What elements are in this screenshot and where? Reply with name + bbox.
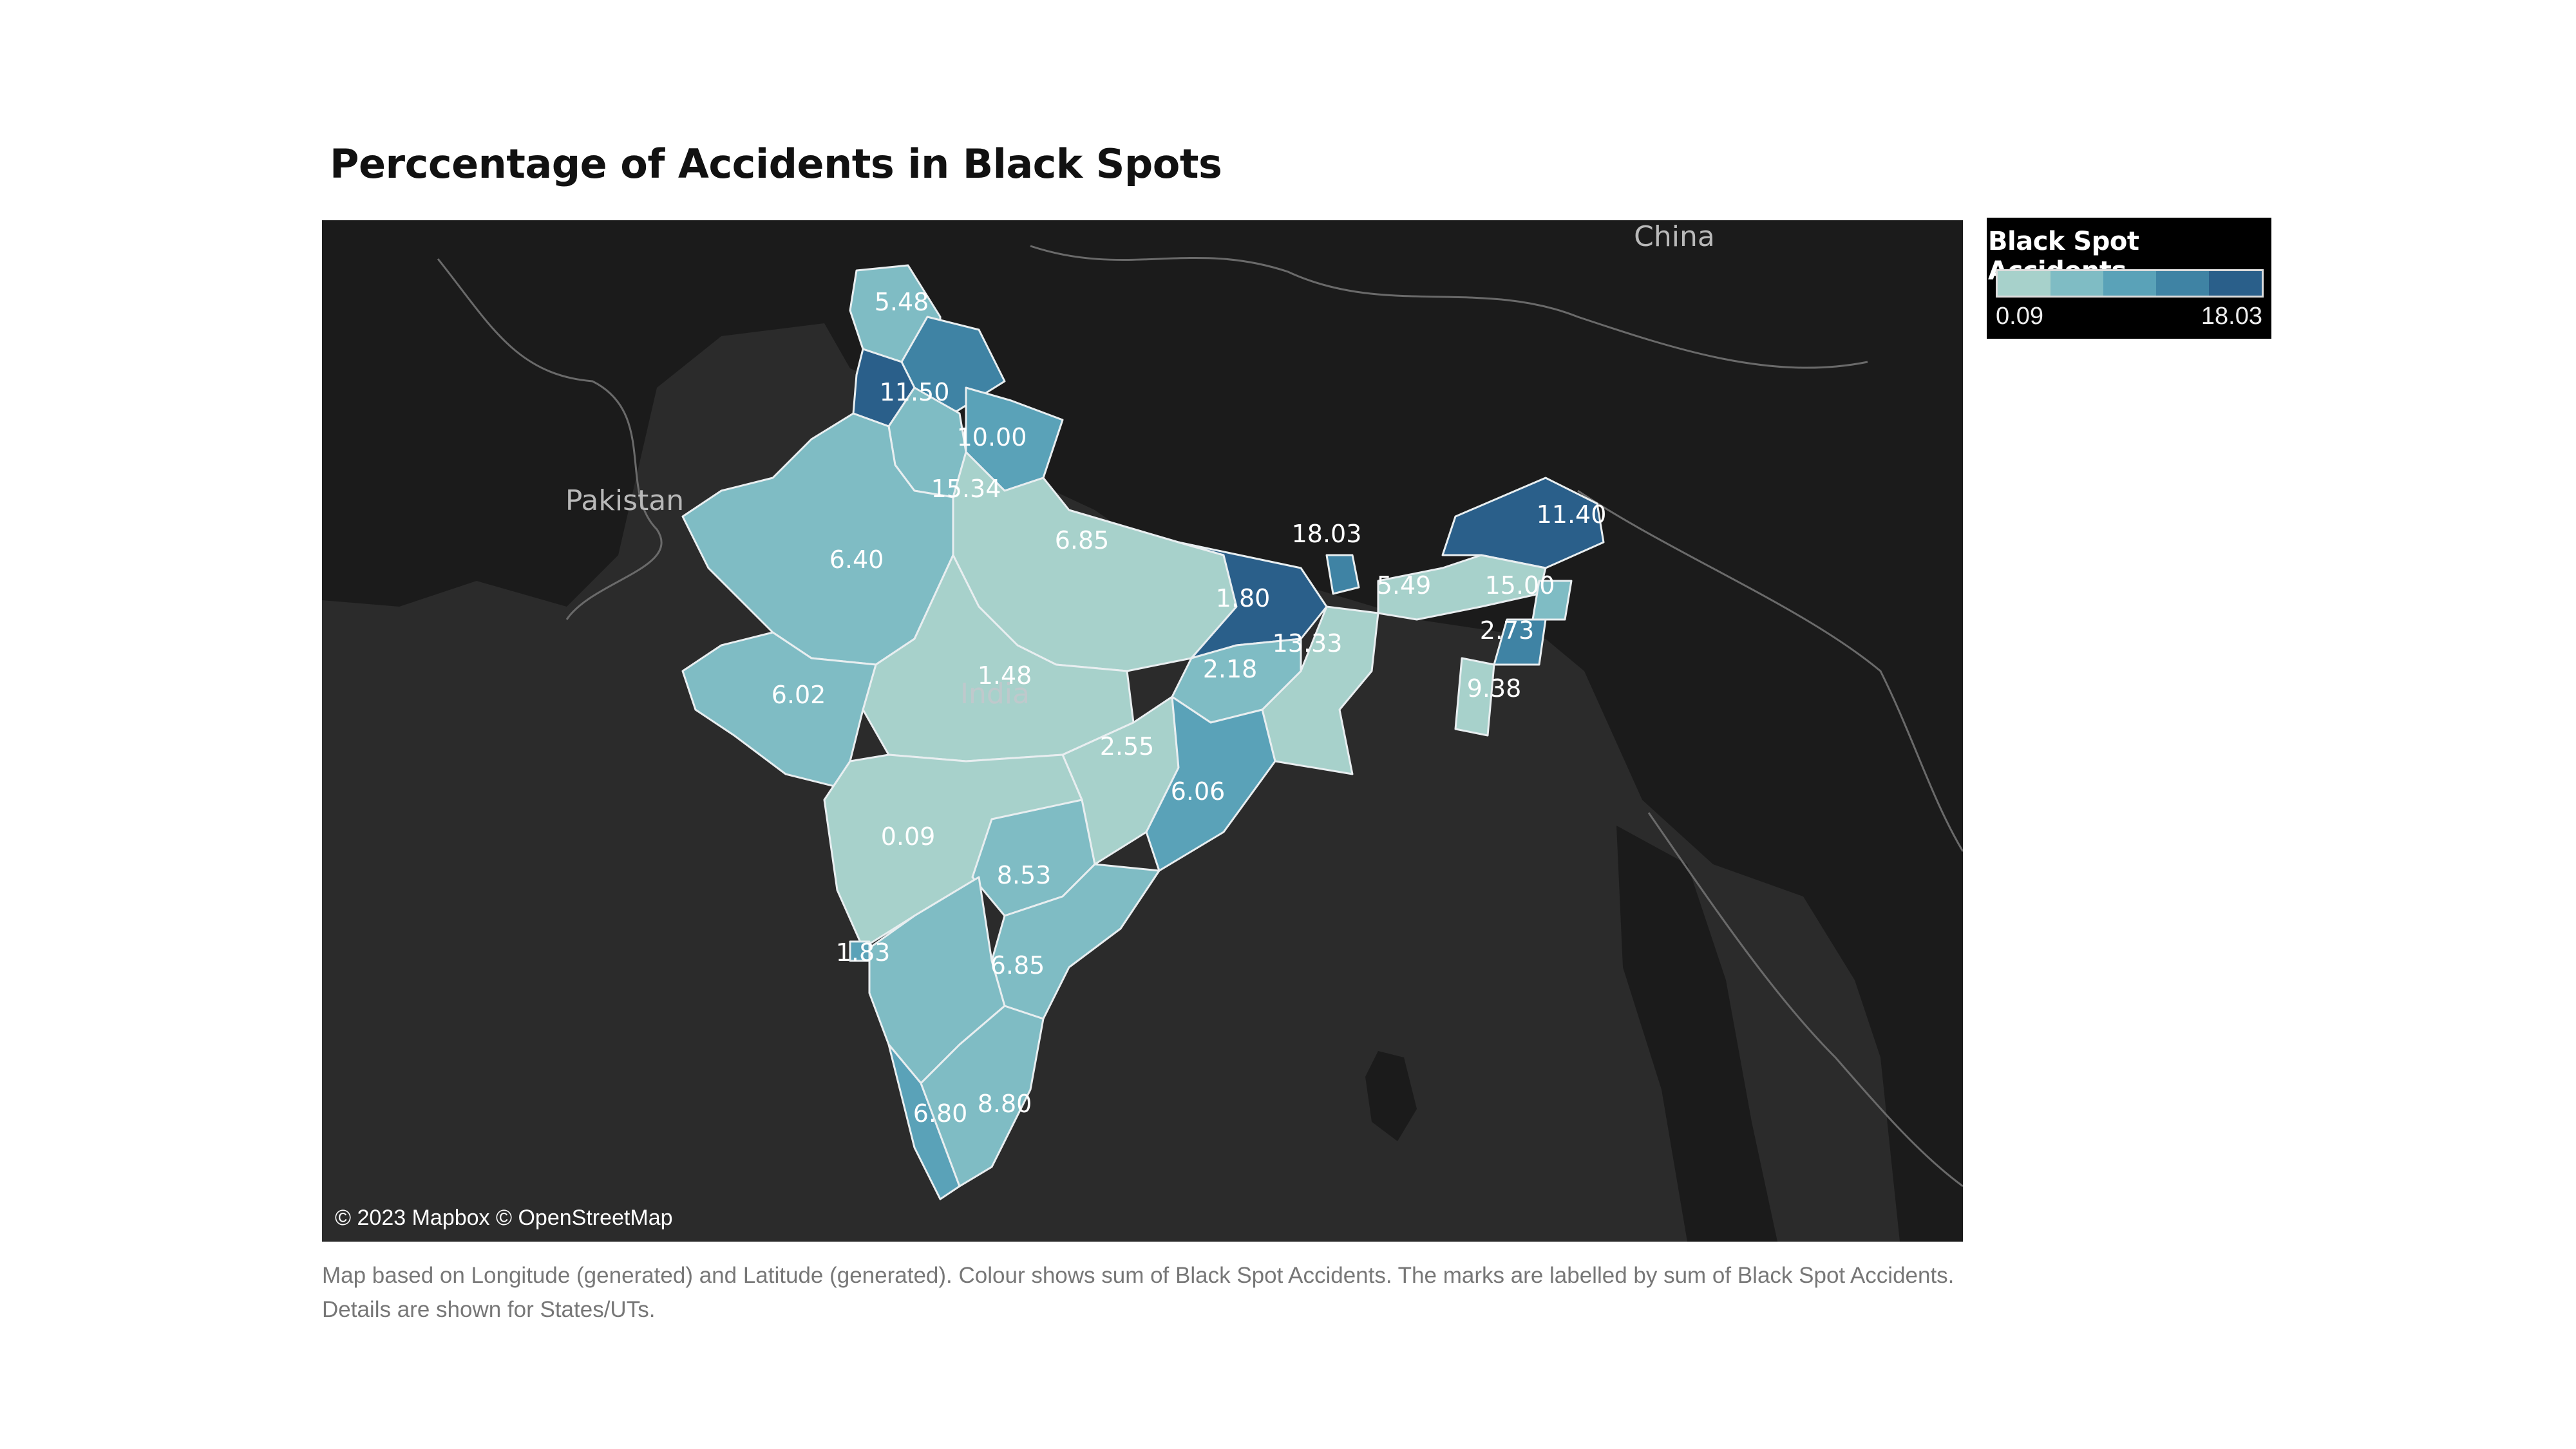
state-value-label: 5.49 <box>1377 571 1432 600</box>
state-value-label: 9.38 <box>1467 674 1522 703</box>
legend-swatch <box>1998 271 2050 296</box>
state-value-label: 6.85 <box>990 951 1045 980</box>
state-value-label: 6.80 <box>913 1099 968 1128</box>
state-value-label: 6.06 <box>1171 777 1226 806</box>
map-caption: Map based on Longitude (generated) and L… <box>322 1263 1955 1322</box>
chart-title: Perccentage of Accidents in Black Spots <box>330 140 1222 187</box>
legend-swatch <box>2103 271 2156 296</box>
legend-min-label: 0.09 <box>1996 303 2043 330</box>
state-value-label: 13.33 <box>1273 629 1343 658</box>
state-value-label: 1.48 <box>978 661 1032 690</box>
state-region-manipur[interactable] <box>1493 618 1547 666</box>
state-value-label: 10.00 <box>957 423 1027 451</box>
legend-max-label: 18.03 <box>2201 303 2262 330</box>
state-value-label: 8.80 <box>978 1090 1032 1118</box>
state-value-label: 15.34 <box>931 475 1001 503</box>
country-label: Pakistan <box>565 484 684 517</box>
state-value-label: 11.50 <box>880 378 950 406</box>
state-value-label: 8.53 <box>997 861 1052 889</box>
state-region-nagaland[interactable] <box>1531 580 1573 621</box>
legend-swatch <box>2156 271 2209 296</box>
state-value-label: 2.73 <box>1480 616 1535 645</box>
map-panel[interactable]: China Pakistan India 5.48 11.50 10.00 15.34 6.… <box>322 220 1963 1242</box>
neighbouring-land <box>322 220 1963 1242</box>
country-label: China <box>1634 220 1715 253</box>
legend-swatch <box>2050 271 2103 296</box>
legend-color-ramp <box>1996 269 2264 298</box>
state-region-tamilnadu[interactable] <box>920 1005 1045 1188</box>
state-region-odisha[interactable] <box>1145 696 1276 872</box>
color-legend: Black Spot Accidents 0.09 18.03 <box>1987 218 2271 339</box>
state-value-label: 15.00 <box>1485 571 1555 600</box>
country-borders <box>437 245 1963 1188</box>
state-value-label: 2.55 <box>1100 732 1155 761</box>
country-label: India <box>960 677 1030 710</box>
state-region-gujarat[interactable] <box>681 631 877 788</box>
map-attribution[interactable]: © 2023 Mapbox © OpenStreetMap <box>335 1206 673 1230</box>
state-region-arunachal[interactable] <box>1441 477 1605 569</box>
state-value-label: 6.02 <box>772 681 826 709</box>
state-value-label: 5.48 <box>875 288 929 316</box>
country-labels: China Pakistan India <box>565 220 1715 710</box>
state-value-label: 6.85 <box>1055 526 1110 554</box>
state-value-label: 0.09 <box>881 822 936 851</box>
state-value-label: 11.40 <box>1537 500 1607 529</box>
india-states[interactable] <box>681 264 1605 1200</box>
state-value-label: 6.40 <box>829 545 884 574</box>
legend-swatch <box>2209 271 2262 296</box>
state-value-label: 18.03 <box>1292 520 1362 548</box>
state-region-sikkim[interactable] <box>1325 554 1360 595</box>
state-value-label: 2.18 <box>1203 655 1258 683</box>
state-value-label: 1.83 <box>836 938 891 967</box>
state-region-mizoram[interactable] <box>1454 657 1495 737</box>
state-value-label: 1.80 <box>1216 584 1271 612</box>
